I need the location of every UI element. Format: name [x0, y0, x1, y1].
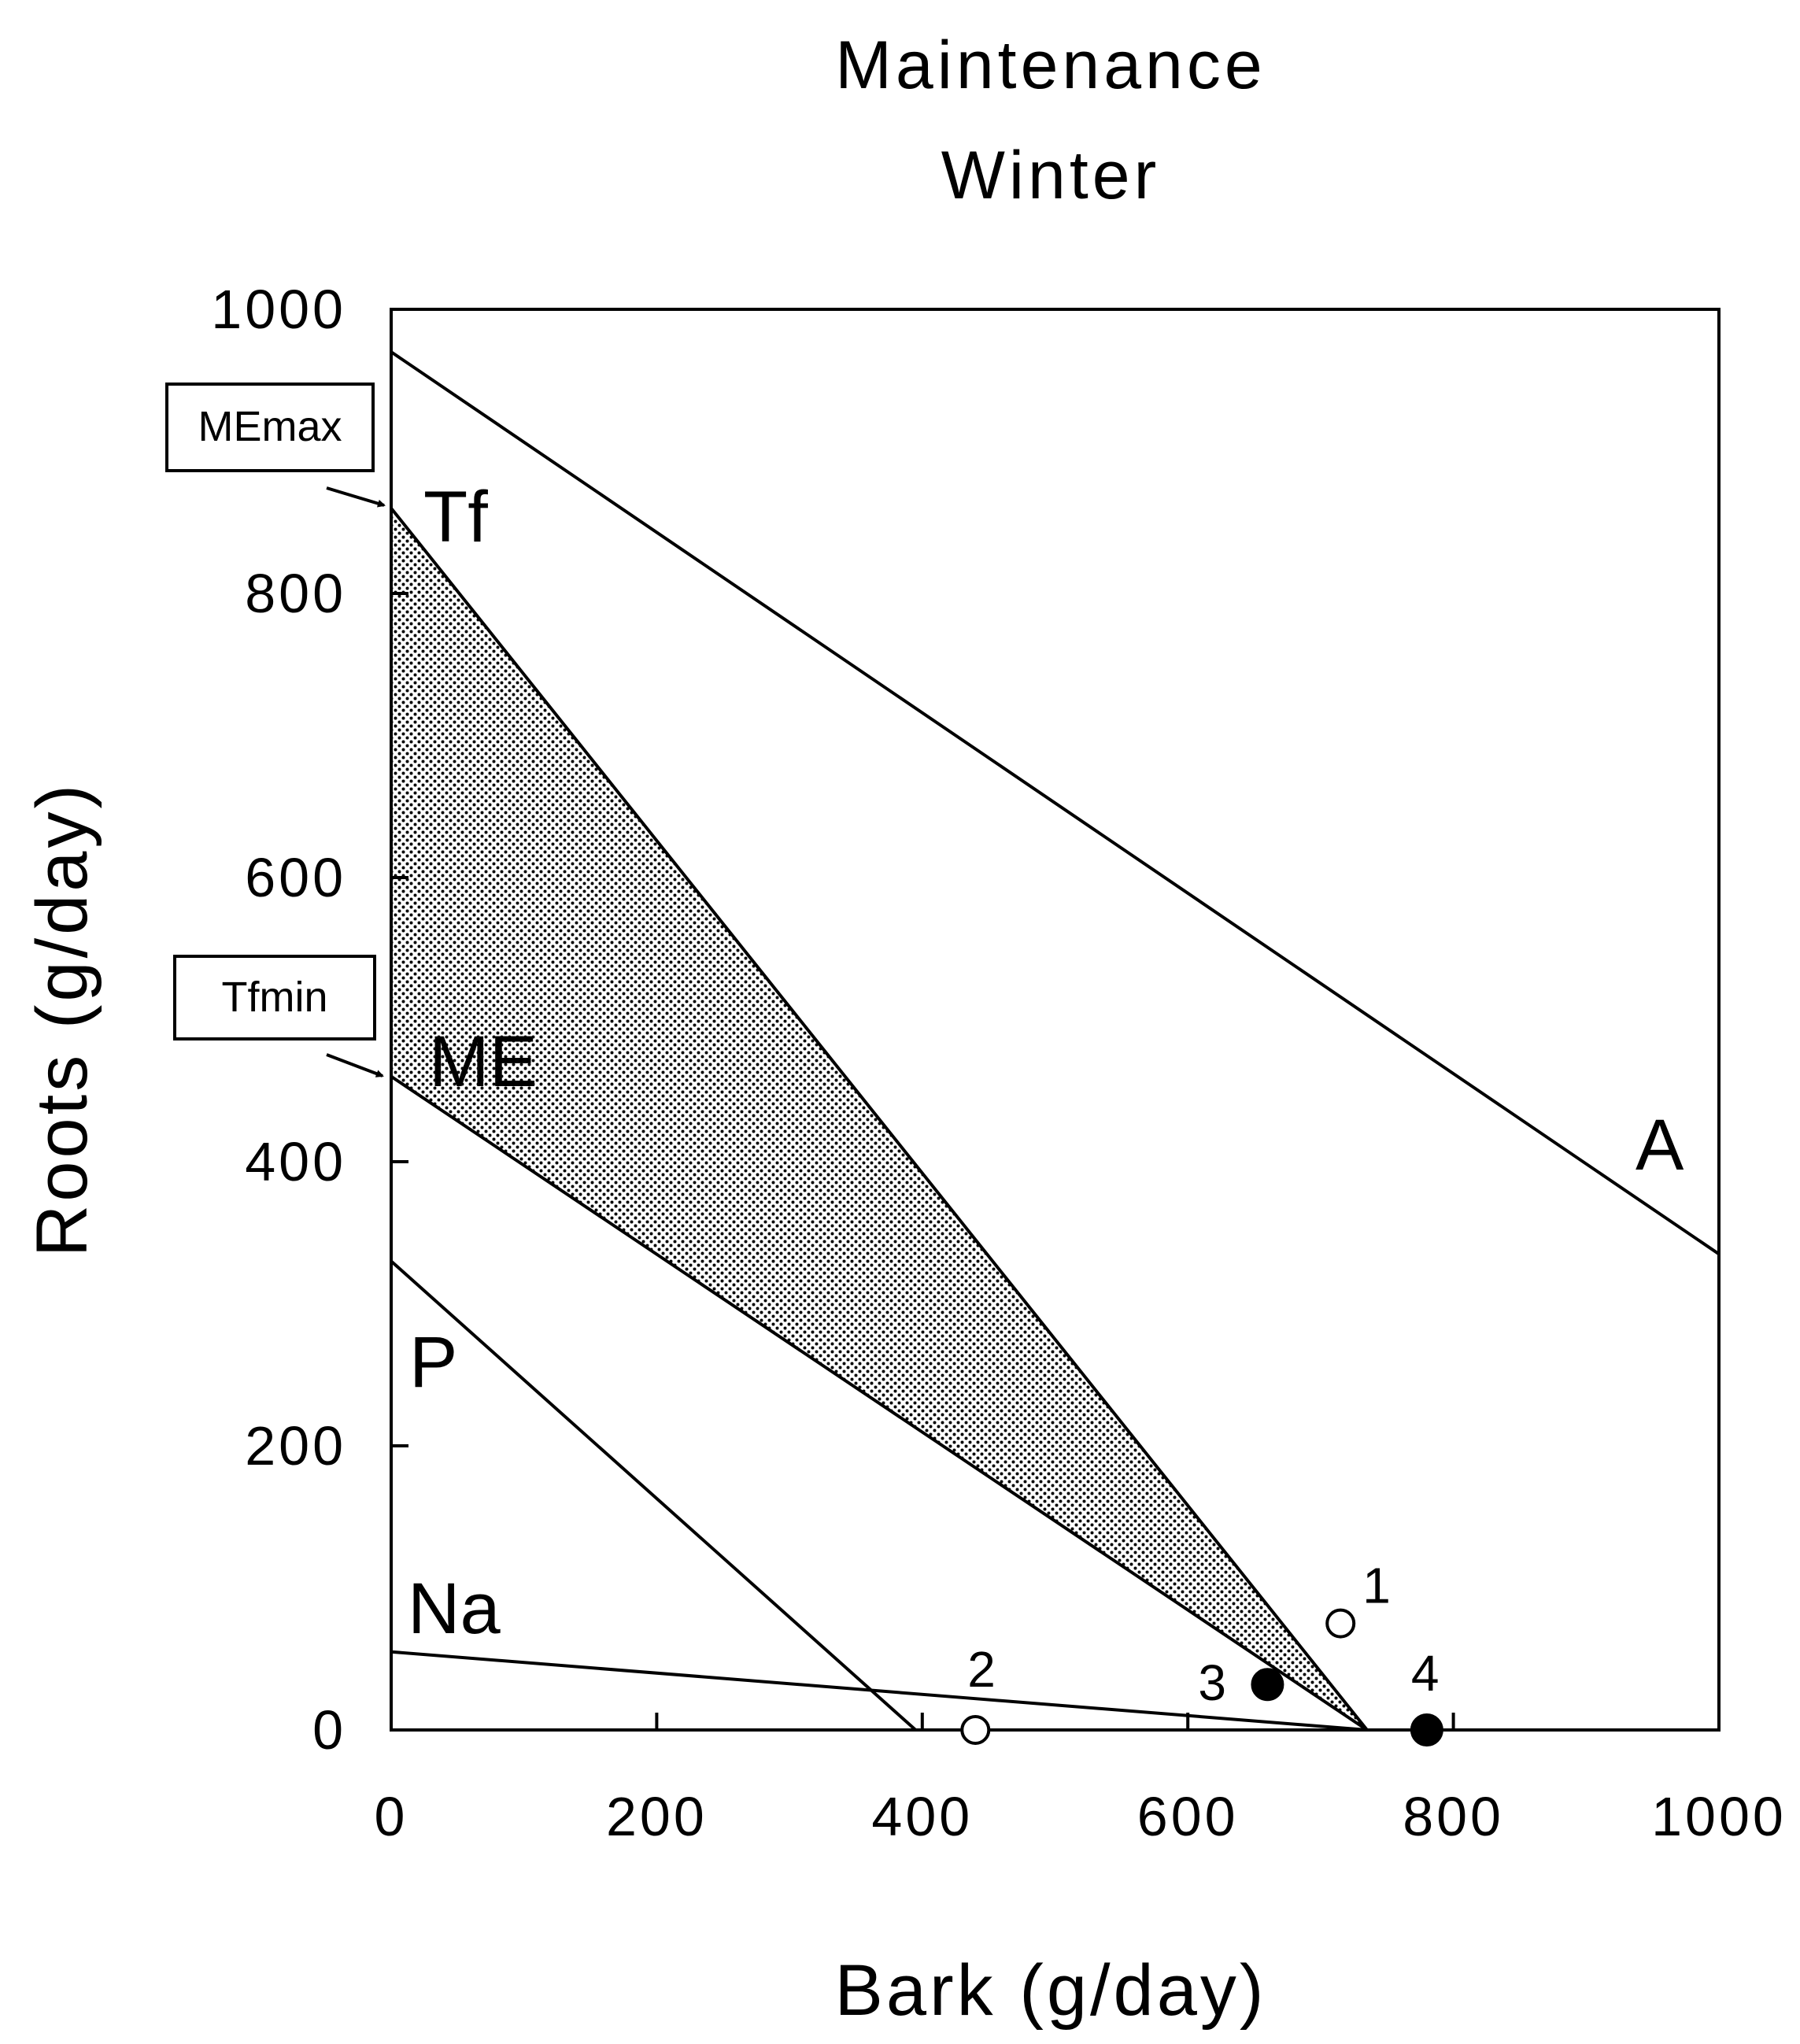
data-point-2 — [960, 1715, 991, 1745]
x-tick-label-200: 200 — [606, 1786, 708, 1847]
series-label-a: A — [1636, 1105, 1684, 1185]
y-tick-label-1000: 1000 — [211, 279, 346, 340]
data-point-label-1: 1 — [1362, 1558, 1391, 1614]
x-axis-label: Bark (g/day) — [834, 1950, 1266, 2031]
y-tick-label-200: 200 — [245, 1415, 346, 1477]
series-line-p — [390, 1259, 917, 1732]
x-tick-label-0: 0 — [375, 1786, 408, 1847]
data-point-4 — [1410, 1713, 1443, 1746]
x-tick-label-800: 800 — [1403, 1786, 1504, 1847]
series-line-tf — [390, 507, 1369, 1732]
series-label-me: ME — [429, 1022, 538, 1102]
chart-title-line-2: Winter — [941, 138, 1160, 213]
series-label-na: Na — [408, 1569, 501, 1649]
x-tick-label-1000: 1000 — [1651, 1786, 1787, 1847]
data-point-3 — [1251, 1668, 1284, 1702]
annotation-memax-arrow — [326, 486, 386, 508]
chart-title-line-1: Maintenance — [835, 28, 1266, 103]
annotation-tfmin-arrow — [326, 1053, 384, 1077]
plot-frame — [390, 308, 1721, 1732]
data-point-label-3: 3 — [1198, 1654, 1226, 1711]
data-point-1 — [1325, 1608, 1356, 1639]
y-tick-label-600: 600 — [245, 847, 346, 908]
series-line-na — [390, 1650, 1368, 1732]
series-labels: A Tf ME P Na — [408, 477, 1684, 1649]
y-tick-label-800: 800 — [245, 563, 346, 624]
annotation-tfmin-box — [173, 955, 376, 1040]
series-line-me — [390, 1075, 1369, 1732]
annotation-memax-text: MEmax — [198, 403, 342, 450]
y-axis-label: Roots (g/day) — [22, 782, 102, 1257]
data-point-label-4: 4 — [1411, 1645, 1440, 1702]
series-label-tf: Tf — [423, 477, 488, 557]
annotation-tfmin: Tfmin — [173, 955, 384, 1077]
x-tick-label-600: 600 — [1137, 1786, 1239, 1847]
annotation-tfmin-text: Tfmin — [222, 974, 328, 1021]
annotation-memax: MEmax — [165, 383, 386, 508]
series-lines — [390, 350, 1721, 1732]
data-points: 1 2 3 4 — [960, 1558, 1443, 1746]
y-tick-label-400: 400 — [245, 1131, 346, 1192]
chart-title: Maintenance Winter — [835, 28, 1266, 213]
y-axis-ticks: 0 200 400 600 800 1000 — [211, 279, 408, 1761]
x-axis-ticks: 0 200 400 600 800 1000 — [375, 1713, 1787, 1847]
series-label-p: P — [409, 1322, 457, 1403]
series-line-a — [390, 350, 1721, 1255]
data-point-label-2: 2 — [967, 1641, 996, 1698]
x-tick-label-400: 400 — [871, 1786, 973, 1847]
y-tick-label-0: 0 — [312, 1699, 346, 1761]
annotation-memax-box — [165, 383, 375, 472]
